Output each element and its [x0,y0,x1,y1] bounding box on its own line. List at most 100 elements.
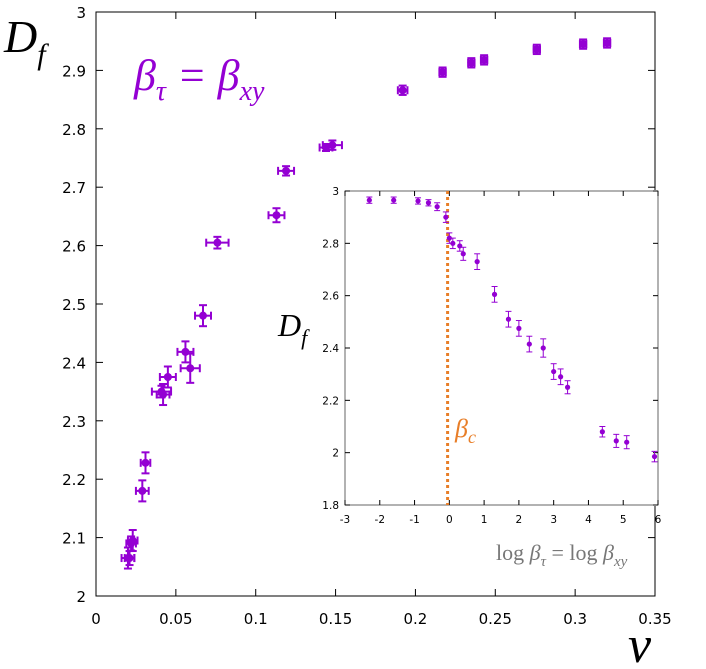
main-y-axis-label-main: D [3,11,37,62]
inset-data-point [449,237,456,250]
inset-y-tick-label: 2 [332,448,339,460]
main-x-tick-label: 0.2 [403,610,427,628]
inset-x-label-eq: = log [546,540,603,565]
inset-x-axis-label: log βτ = log βxy [496,540,628,570]
inset-y-tick-label: 2.6 [322,291,339,303]
inset-data-point [415,197,422,205]
main-data-point [126,529,139,553]
inset-x-label-sub2: xy [613,554,628,570]
main-data-point [267,207,286,224]
main-ticks: 0 0.05 0.1 0.15 0.2 0.25 0.3 0.35 2 2.1 2.2 2.3 2.4 2… [62,4,672,628]
main-data-point [205,235,230,250]
inset-y-tick-label: 3 [332,186,339,198]
main-data-point [578,38,588,50]
main-data-points [120,37,612,570]
inset-background [344,190,658,506]
main-data-point [194,304,212,328]
inset-x-label-sub1: τ [541,554,547,570]
inset-x-label-log1: log [496,540,530,565]
inset-data-point [425,199,432,207]
main-x-tick-label: 0.3 [563,610,587,628]
annotation-lhs-main: β [133,51,156,100]
main-y-tick-label: 2.5 [62,296,86,314]
inset-x-tick-label: -1 [409,514,419,526]
inset-data-point [491,286,498,303]
main-data-point [158,365,177,389]
main-x-tick-label: 0 [91,610,101,628]
critical-beta-label-main: β [454,414,468,443]
annotation-rhs-sub: xy [239,76,265,107]
inset-data-point [550,363,557,380]
critical-beta-label-sub: c [468,427,476,447]
inset-x-tick-label: 4 [585,514,592,526]
inset-data-point [460,246,467,261]
inset-x-label-beta1: β [529,540,541,565]
inset-y-tick-label: 2.4 [322,343,339,355]
main-x-tick-label: 0.05 [159,610,192,628]
main-y-tick-label: 2.3 [62,413,86,431]
main-data-point [532,43,542,56]
main-data-point [123,550,136,567]
main-data-point [602,37,612,49]
main-y-tick-label: 2.6 [62,238,86,256]
main-x-tick-label: 0.25 [479,610,512,628]
inset-data-points [366,196,658,463]
inset-data-point [390,196,397,204]
inset-x-tick-label: 1 [481,514,488,526]
main-x-tick-label: 0.1 [244,610,268,628]
annotation-equals: = [166,51,218,100]
inset-data-point [540,338,547,358]
inset-y-tick-label: 2.8 [322,238,339,250]
main-data-point [277,165,296,177]
inset-data-point [515,320,522,337]
inset-data-point [434,202,441,212]
main-y-tick-label: 2 [76,588,86,606]
main-x-tick-label: 0.35 [638,610,671,628]
inset-y-axis-label: Df [277,307,310,350]
inset-data-point [651,450,658,463]
main-x-tick-label: 0.15 [319,610,352,628]
inset-data-point [474,253,481,270]
inset-data-point [623,435,630,450]
main-data-point [479,54,489,66]
main-y-axis-label: Df [3,11,49,71]
inset-data-point [613,433,620,448]
critical-beta-label: βc [454,414,476,447]
annotation-beta-equality: βτ = βxy [133,51,265,107]
main-y-axis-label-sub: f [37,38,49,71]
main-x-axis-label: ν [628,617,652,669]
inset-y-tick-label: 2.2 [322,395,339,407]
annotation-rhs-main: β [217,51,240,100]
inset-x-tick-label: 0 [446,514,453,526]
inset-data-point [564,380,571,395]
inset-data-point [366,196,373,204]
main-data-point [134,479,150,503]
main-data-point [155,383,171,407]
inset-chart: -3 -2 -1 0 1 2 3 4 5 61.822.22.42.62.83 βc Df log… [277,186,662,570]
main-data-point [179,352,201,384]
main-y-tick-label: 2.4 [62,354,86,372]
inset-data-point [557,368,564,386]
inset-data-point [505,310,512,328]
main-data-point [467,57,476,69]
main-data-point [139,451,152,475]
main-y-tick-label: 2.8 [62,121,86,139]
main-y-tick-label: 2.7 [62,179,86,197]
main-y-tick-label: 2.1 [62,530,86,548]
main-y-tick-label: 2.9 [62,62,86,80]
inset-y-axis-label-main: D [277,307,301,343]
inset-ticks: -3 -2 -1 0 1 2 3 4 5 6 1.8 2 2.2 2.4 2.6 2.8 3 [322,186,661,526]
inset-x-tick-label: 5 [620,514,627,526]
inset-x-tick-label: -3 [340,514,350,526]
annotation-lhs-sub: τ [156,76,167,107]
main-y-tick-label: 2.2 [62,471,86,489]
inset-data-point [526,335,533,353]
inset-data-point [442,211,449,223]
main-y-tick-label: 3 [76,4,86,22]
inset-x-tick-label: 2 [516,514,523,526]
inset-y-axis-label-sub: f [301,325,310,350]
inset-x-tick-label: -2 [375,514,385,526]
main-data-point [438,66,447,78]
main-data-point [321,139,343,151]
